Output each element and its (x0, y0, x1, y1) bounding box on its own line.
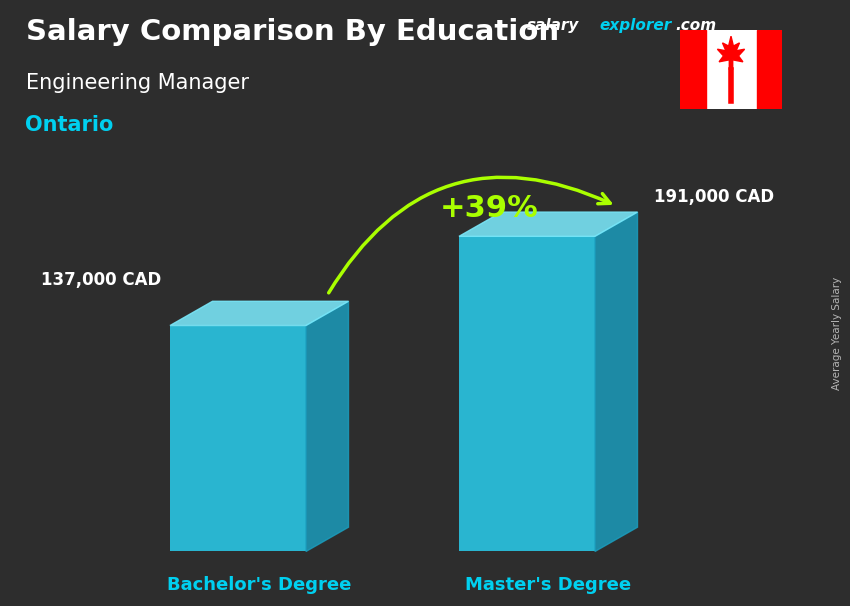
Bar (756, 30, 782, 109)
Bar (680, 30, 705, 109)
Text: explorer: explorer (599, 18, 672, 33)
Text: Salary Comparison By Education: Salary Comparison By Education (26, 18, 558, 46)
Polygon shape (595, 212, 638, 551)
Text: Ontario: Ontario (26, 115, 114, 135)
Text: .com: .com (676, 18, 717, 33)
Text: 137,000 CAD: 137,000 CAD (42, 271, 162, 289)
Text: salary: salary (527, 18, 580, 33)
Polygon shape (459, 212, 638, 236)
Text: +39%: +39% (439, 194, 538, 223)
Text: Master's Degree: Master's Degree (465, 576, 632, 594)
Bar (170, 325, 306, 551)
Polygon shape (170, 301, 348, 325)
Bar (459, 236, 595, 551)
Text: Bachelor's Degree: Bachelor's Degree (167, 576, 351, 594)
Text: 191,000 CAD: 191,000 CAD (654, 188, 774, 206)
Text: Average Yearly Salary: Average Yearly Salary (831, 277, 842, 390)
Text: Engineering Manager: Engineering Manager (26, 73, 248, 93)
Polygon shape (717, 36, 745, 70)
Polygon shape (306, 301, 348, 551)
